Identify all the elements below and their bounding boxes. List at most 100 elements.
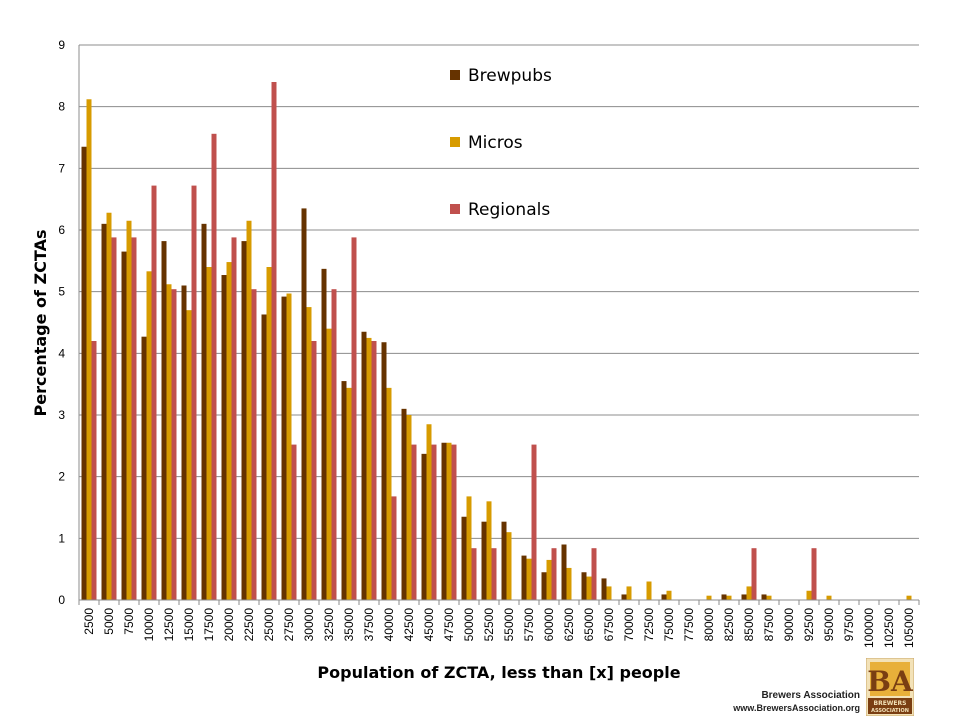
bar-micros <box>426 424 432 600</box>
bar-micros <box>726 595 732 600</box>
bar-micros <box>546 559 552 600</box>
y-tick-label: 7 <box>58 161 65 175</box>
bar-micros <box>266 267 272 600</box>
x-tick-label: 17500 <box>202 608 216 642</box>
bar-micros <box>766 595 772 600</box>
y-tick-label: 8 <box>58 100 65 114</box>
bar-brewpubs <box>521 555 527 600</box>
x-tick-label: 102500 <box>882 608 896 648</box>
bar-regionals <box>491 548 497 600</box>
legend-label-brewpubs: Brewpubs <box>468 66 552 86</box>
bar-micros <box>586 576 592 600</box>
bar-brewpubs <box>741 594 747 600</box>
bar-brewpubs <box>501 521 507 600</box>
bar-regionals <box>211 133 217 601</box>
bar-regionals <box>591 548 597 600</box>
legend: Brewpubs Micros Regionals <box>450 66 552 220</box>
x-tick-label: 32500 <box>322 608 336 642</box>
x-tick-label: 82500 <box>722 608 736 642</box>
bar-regionals <box>531 444 537 600</box>
y-tick-label: 1 <box>58 531 65 545</box>
x-tick-label: 2500 <box>82 608 96 635</box>
bar-regionals <box>471 548 477 600</box>
x-tick-label: 80000 <box>702 608 716 642</box>
bar-brewpubs <box>261 314 267 600</box>
x-tick-label: 87500 <box>762 608 776 642</box>
bar-micros <box>826 595 832 600</box>
bar-regionals <box>451 444 457 600</box>
bar-regionals <box>151 185 157 600</box>
bar-brewpubs <box>761 594 767 600</box>
bar-micros <box>206 267 212 600</box>
bar-brewpubs <box>561 544 567 600</box>
bar-brewpubs <box>481 521 487 600</box>
bar-brewpubs <box>441 442 447 600</box>
bar-micros <box>906 595 912 600</box>
bar-brewpubs <box>421 453 427 600</box>
x-tick-label: 65000 <box>582 608 596 642</box>
x-tick-label: 22500 <box>242 608 256 642</box>
brewers-association-logo: BA BREWERS ASSOCIATION <box>866 658 914 716</box>
svg-text:ASSOCIATION: ASSOCIATION <box>871 708 909 714</box>
bar-micros <box>626 586 632 600</box>
bar-regionals <box>411 444 417 600</box>
bar-brewpubs <box>101 223 107 601</box>
bar-micros <box>746 586 752 600</box>
bar-micros <box>486 501 492 600</box>
bar-brewpubs <box>401 408 407 600</box>
bar-micros <box>386 387 392 600</box>
bar-regionals <box>171 289 177 600</box>
bar-brewpubs <box>81 146 87 600</box>
bars <box>81 82 912 601</box>
x-tick-label: 30000 <box>302 608 316 642</box>
y-tick-label: 4 <box>58 346 65 360</box>
bar-brewpubs <box>281 296 287 600</box>
x-tick-label: 97500 <box>842 608 856 642</box>
x-tick-label: 10000 <box>142 608 156 642</box>
bar-brewpubs <box>661 594 667 600</box>
x-tick-label: 105000 <box>902 608 916 648</box>
y-tick-label: 3 <box>58 408 65 422</box>
x-axis-title: Population of ZCTA, less than [x] people <box>317 663 680 682</box>
x-tick-label: 45000 <box>422 608 436 642</box>
bar-regionals <box>811 548 817 600</box>
bar-micros <box>226 262 232 600</box>
bar-micros <box>606 586 612 600</box>
x-tick-label: 50000 <box>462 608 476 642</box>
bar-brewpubs <box>361 331 367 600</box>
bar-regionals <box>311 341 317 600</box>
bar-brewpubs <box>201 223 207 601</box>
bar-brewpubs <box>601 578 607 600</box>
x-tick-label: 20000 <box>222 608 236 642</box>
x-tick-label: 7500 <box>122 608 136 635</box>
svg-text:BA: BA <box>867 665 914 698</box>
legend-label-regionals: Regionals <box>468 200 550 220</box>
bar-brewpubs <box>301 208 307 600</box>
x-tick-label: 95000 <box>822 608 836 642</box>
bar-regionals <box>251 289 257 600</box>
bar-micros <box>186 310 192 600</box>
bar-regionals <box>751 548 757 600</box>
bar-micros <box>566 567 572 600</box>
svg-text:BREWERS: BREWERS <box>874 700 907 707</box>
bar-brewpubs <box>341 381 347 600</box>
y-tick-label: 9 <box>58 38 65 52</box>
x-tick-label: 72500 <box>642 608 656 642</box>
x-tick-labels: 2500 5000 7500 10000 12500 15000 17500 20000 225… <box>82 608 916 648</box>
bar-brewpubs <box>181 285 187 600</box>
bar-regionals <box>371 341 377 600</box>
gridlines <box>79 44 919 539</box>
bar-micros <box>466 496 472 600</box>
legend-swatch-brewpubs <box>450 70 460 80</box>
bar-regionals <box>331 289 337 600</box>
x-tick-label: 37500 <box>362 608 376 642</box>
bar-micros <box>146 271 152 600</box>
x-tick-label: 77500 <box>682 608 696 642</box>
bar-regionals <box>191 185 197 600</box>
axes <box>78 45 920 605</box>
bar-micros <box>706 595 712 600</box>
bar-micros <box>346 387 352 600</box>
y-tick-label: 5 <box>58 285 65 299</box>
bar-regionals <box>291 444 297 600</box>
